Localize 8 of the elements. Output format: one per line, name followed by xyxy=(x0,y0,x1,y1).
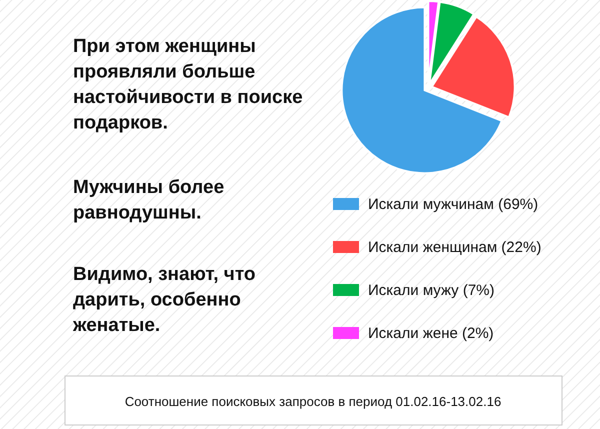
text: Соотношение поисковых запросов в период 01.02.16-13.02.16 xyxy=(124,394,502,409)
text: Мужчины более равнодушны. xyxy=(73,177,224,224)
text: Видимо, знают, что дарить, особенно женатые. xyxy=(72,264,256,336)
text: При этом женщины проявляли больше настойчивости в поиске подарков. xyxy=(73,36,303,134)
legend-label: Искали мужу (7%) xyxy=(368,282,495,299)
legend-label: Искали женщинам (22%) xyxy=(368,239,542,256)
legend-label: Искали мужчинам (69%) xyxy=(368,196,538,213)
legend-label: Искали жене (2%) xyxy=(368,325,494,342)
